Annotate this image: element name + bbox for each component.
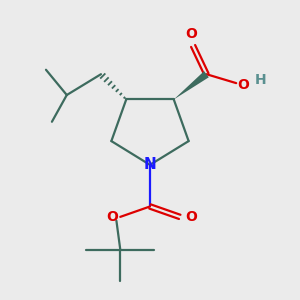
Text: O: O: [238, 78, 250, 92]
Text: O: O: [185, 210, 197, 224]
Text: N: N: [144, 158, 156, 172]
Polygon shape: [174, 71, 209, 100]
Text: O: O: [185, 27, 197, 40]
Text: H: H: [255, 73, 266, 87]
Text: O: O: [106, 210, 118, 224]
